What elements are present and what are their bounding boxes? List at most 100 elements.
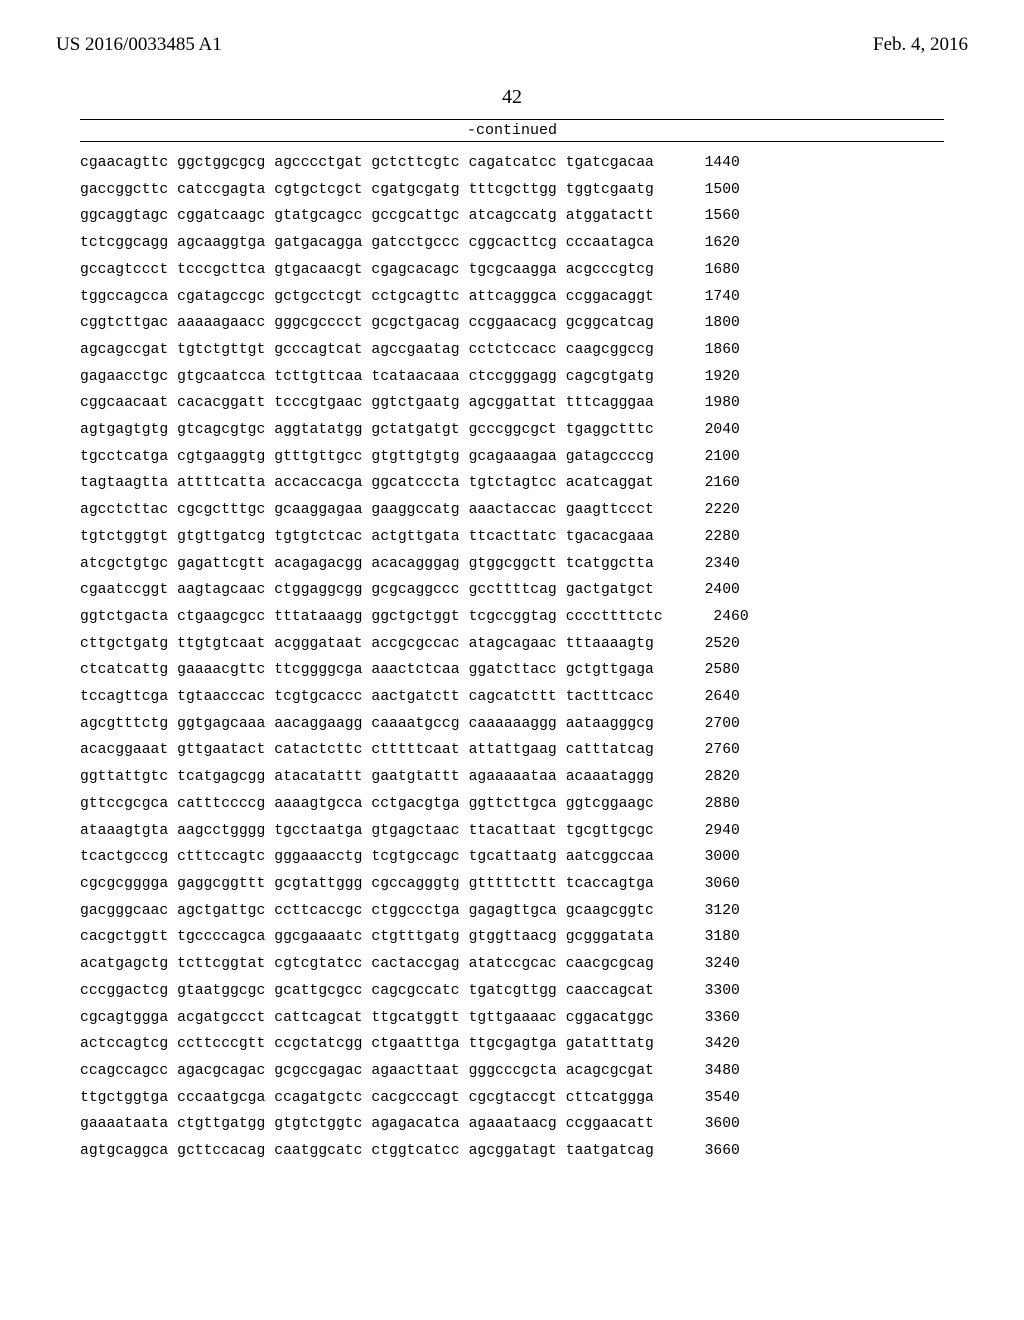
sequence-group: tttcgcttgg — [469, 183, 557, 198]
sequence-group: gccagtccct — [80, 263, 168, 278]
sequence-group: ccggacaggt — [566, 290, 654, 305]
sequence-group: ggcgaaaatc — [274, 930, 362, 945]
sequence-line: tgtctggtgtgtgttgatcgtgtgtctcacactgttgata… — [80, 530, 968, 545]
sequence-group: tcgtgccagc — [371, 850, 459, 865]
sequence-group: cgatagccgc — [177, 290, 265, 305]
sequence-group: tcatgagcgg — [177, 770, 265, 785]
sequence-group: ggtctgaatg — [371, 396, 459, 411]
sequence-groups: cgaacagttcggctggcgcgagcccctgatgctcttcgtc… — [80, 156, 654, 171]
sequence-position: 3000 — [678, 850, 740, 865]
sequence-group: cgaacagttc — [80, 156, 168, 171]
sequence-group: caaaaaaggg — [469, 717, 557, 732]
sequence-position: 2040 — [678, 423, 740, 438]
sequence-groups: cggtcttgacaaaaagaaccgggcgcccctgcgctgacag… — [80, 316, 654, 331]
sequence-group: cgcgtaccgt — [469, 1091, 557, 1106]
sequence-group: cgtcgtatcc — [274, 957, 362, 972]
sequence-line: cgaatccggtaagtagcaacctggaggcgggcgcaggccc… — [80, 583, 968, 598]
sequence-group: accgcgccac — [371, 637, 459, 652]
sequence-line: ggttattgtctcatgagcggatacatatttgaatgtattt… — [80, 770, 968, 785]
sequence-group: acaaataggg — [566, 770, 654, 785]
sequence-position: 3120 — [678, 904, 740, 919]
sequence-position: 2100 — [678, 450, 740, 465]
sequence-group: tagtaagtta — [80, 476, 168, 491]
sequence-groups: tcactgcccgctttccagtcgggaaacctgtcgtgccagc… — [80, 850, 654, 865]
sequence-group: atagcagaac — [469, 637, 557, 652]
sequence-line: ccagccagccagacgcagacgcgccgagacagaacttaat… — [80, 1064, 968, 1079]
sequence-position: 3180 — [678, 930, 740, 945]
sequence-group: cgagcacagc — [371, 263, 459, 278]
sequence-group: tcttgttcaa — [274, 370, 362, 385]
sequence-group: gagaacctgc — [80, 370, 168, 385]
sequence-groups: tggccagccacgatagccgcgctgcctcgtcctgcagttc… — [80, 290, 654, 305]
sequence-group: ctttttcaat — [371, 743, 459, 758]
sequence-group: cacgcccagt — [371, 1091, 459, 1106]
sequence-group: aacaggaagg — [274, 717, 362, 732]
sequence-group: agcgtttctg — [80, 717, 168, 732]
sequence-line: agtgcaggcagcttccacagcaatggcatcctggtcatcc… — [80, 1144, 968, 1159]
sequence-group: tgtctagtcc — [469, 476, 557, 491]
sequence-group: tcttcggtat — [177, 957, 265, 972]
sequence-group: caaaatgccg — [371, 717, 459, 732]
sequence-group: gtgttgatcg — [177, 530, 265, 545]
sequence-group: ctgaagcgcc — [177, 610, 265, 625]
sequence-group: gacgggcaac — [80, 904, 168, 919]
sequence-line: cgaacagttcggctggcgcgagcccctgatgctcttcgtc… — [80, 156, 968, 171]
sequence-group: agacgcagac — [177, 1064, 265, 1079]
sequence-group: gcgcaggccc — [371, 583, 459, 598]
sequence-group: tgtctgttgt — [177, 343, 265, 358]
sequence-line: ataaagtgtaaagcctggggtgcctaatgagtgagctaac… — [80, 824, 968, 839]
sequence-position: 2520 — [678, 637, 740, 652]
sequence-group: tcataacaaa — [371, 370, 459, 385]
sequence-group: atcagccatg — [469, 209, 557, 224]
sequence-group: agcctcttac — [80, 503, 168, 518]
sequence-group: gtgtctggtc — [274, 1117, 362, 1132]
sequence-group: tcgccggtag — [469, 610, 557, 625]
publication-number: US 2016/0033485 A1 — [56, 34, 222, 56]
sequence-group: gtgcaatcca — [177, 370, 265, 385]
sequence-group: gactgatgct — [566, 583, 654, 598]
sequence-group: tgtgtctcac — [274, 530, 362, 545]
sequence-group: ccttcccgtt — [177, 1037, 265, 1052]
sequence-line: gccagtcccttcccgcttcagtgacaacgtcgagcacagc… — [80, 263, 968, 278]
sequence-group: gctgcctcgt — [274, 290, 362, 305]
sequence-group: gcagaaagaa — [469, 450, 557, 465]
sequence-group: gcccggcgct — [469, 423, 557, 438]
sequence-group: acatcaggat — [566, 476, 654, 491]
sequence-group: gtaatggcgc — [177, 984, 265, 999]
header-row: US 2016/0033485 A1 Feb. 4, 2016 — [56, 34, 968, 56]
continued-block: -continued — [80, 119, 944, 142]
sequence-group: catactcttc — [274, 743, 362, 758]
sequence-group: tgccccagca — [177, 930, 265, 945]
sequence-position: 1680 — [678, 263, 740, 278]
sequence-group: gtggcggctt — [469, 557, 557, 572]
sequence-group: cggacatggc — [566, 1011, 654, 1026]
sequence-group: gagagttgca — [469, 904, 557, 919]
sequence-group: cggtcttgac — [80, 316, 168, 331]
sequence-position: 2460 — [687, 610, 749, 625]
sequence-position: 2160 — [678, 476, 740, 491]
sequence-position: 3600 — [678, 1117, 740, 1132]
sequence-groups: cggcaacaatcacacggatttcccgtgaacggtctgaatg… — [80, 396, 654, 411]
sequence-groups: agcagccgattgtctgttgtgcccagtcatagccgaatag… — [80, 343, 654, 358]
sequence-group: tgcctaatga — [274, 824, 362, 839]
page-container: US 2016/0033485 A1 Feb. 4, 2016 42 -cont… — [0, 0, 1024, 1211]
sequence-group: ataaagtgta — [80, 824, 168, 839]
sequence-groups: cgaatccggtaagtagcaacctggaggcgggcgcaggccc… — [80, 583, 654, 598]
sequence-group: agccgaatag — [371, 343, 459, 358]
sequence-group: cgcgctttgc — [177, 503, 265, 518]
sequence-group: tgcgcaagga — [469, 263, 557, 278]
sequence-group: cagcgccatc — [371, 984, 459, 999]
sequence-group: ggcatcccta — [371, 476, 459, 491]
sequence-groups: tagtaagttaattttcattaaccaccacgaggcatcccta… — [80, 476, 654, 491]
sequence-group: gaaaacgttc — [177, 663, 265, 678]
sequence-group: tcgtgcaccc — [274, 690, 362, 705]
sequence-position: 2760 — [678, 743, 740, 758]
sequence-group: catccgagta — [177, 183, 265, 198]
sequence-groups: atcgctgtgcgagattcgttacagagacggacacagggag… — [80, 557, 654, 572]
sequence-line: acatgagctgtcttcggtatcgtcgtatcccactaccgag… — [80, 957, 968, 972]
sequence-line: ggcaggtagccggatcaagcgtatgcagccgccgcattgc… — [80, 209, 968, 224]
sequence-group: ctggccctga — [371, 904, 459, 919]
sequence-group: cctctccacc — [469, 343, 557, 358]
sequence-group: gggaaacctg — [274, 850, 362, 865]
sequence-group: tcccgcttca — [177, 263, 265, 278]
